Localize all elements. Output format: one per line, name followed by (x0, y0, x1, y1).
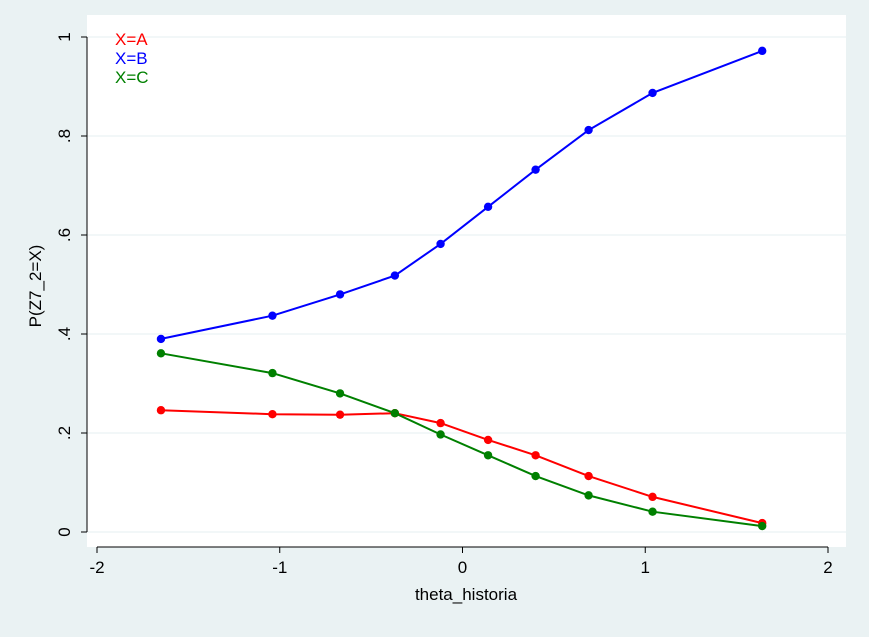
data-point (268, 368, 277, 378)
legend-item: X=C (115, 68, 149, 87)
x-tick-label: -1 (272, 558, 287, 577)
data-point (758, 521, 767, 531)
data-point (648, 507, 657, 516)
data-point (483, 202, 493, 211)
data-point (268, 409, 277, 419)
data-point (268, 311, 277, 320)
plot-area (87, 15, 846, 547)
data-point (584, 471, 593, 481)
data-point (436, 418, 445, 428)
data-point (156, 334, 166, 344)
y-tick-label: .6 (55, 228, 74, 242)
data-point (335, 410, 345, 419)
data-point (436, 430, 445, 439)
data-point (436, 239, 445, 249)
data-point (531, 471, 540, 481)
x-axis-title: theta_historia (415, 585, 518, 604)
data-point (531, 451, 540, 460)
data-point (648, 88, 657, 98)
data-point (758, 46, 767, 56)
grid (87, 36, 846, 533)
data-point (584, 491, 593, 500)
data-point (483, 435, 493, 445)
y-tick-label: .2 (55, 426, 74, 440)
axes: 0 .2 .4 .6 .8 1 -2 -1 0 1 2 (55, 32, 833, 577)
data-point (156, 406, 166, 415)
x-tick-label: 0 (458, 558, 467, 577)
legend-item: X=B (115, 49, 148, 68)
legend: X=AX=BX=C (115, 30, 149, 87)
data-point (584, 125, 593, 135)
series-line (160, 409, 763, 525)
data-point (390, 271, 400, 280)
series (156, 46, 767, 531)
x-tick-label: 2 (823, 558, 832, 577)
x-tick-label: 1 (641, 558, 650, 577)
data-point (390, 409, 400, 418)
y-tick-label: .8 (55, 129, 74, 143)
data-point (531, 165, 540, 174)
series-line (160, 352, 763, 528)
y-tick-label: 1 (55, 32, 74, 41)
y-tick-label: .4 (55, 327, 74, 341)
data-point (335, 290, 345, 299)
series-line (160, 49, 763, 340)
x-tick-label: -2 (89, 558, 104, 577)
data-point (335, 389, 345, 398)
data-point (648, 492, 657, 502)
y-tick-label: 0 (55, 527, 74, 536)
legend-item: X=A (115, 30, 148, 49)
series-1 (156, 46, 767, 344)
y-axis-title: P(Z7_2=X) (26, 245, 45, 328)
data-point (483, 451, 493, 460)
series-2 (156, 349, 767, 531)
data-point (156, 349, 166, 358)
